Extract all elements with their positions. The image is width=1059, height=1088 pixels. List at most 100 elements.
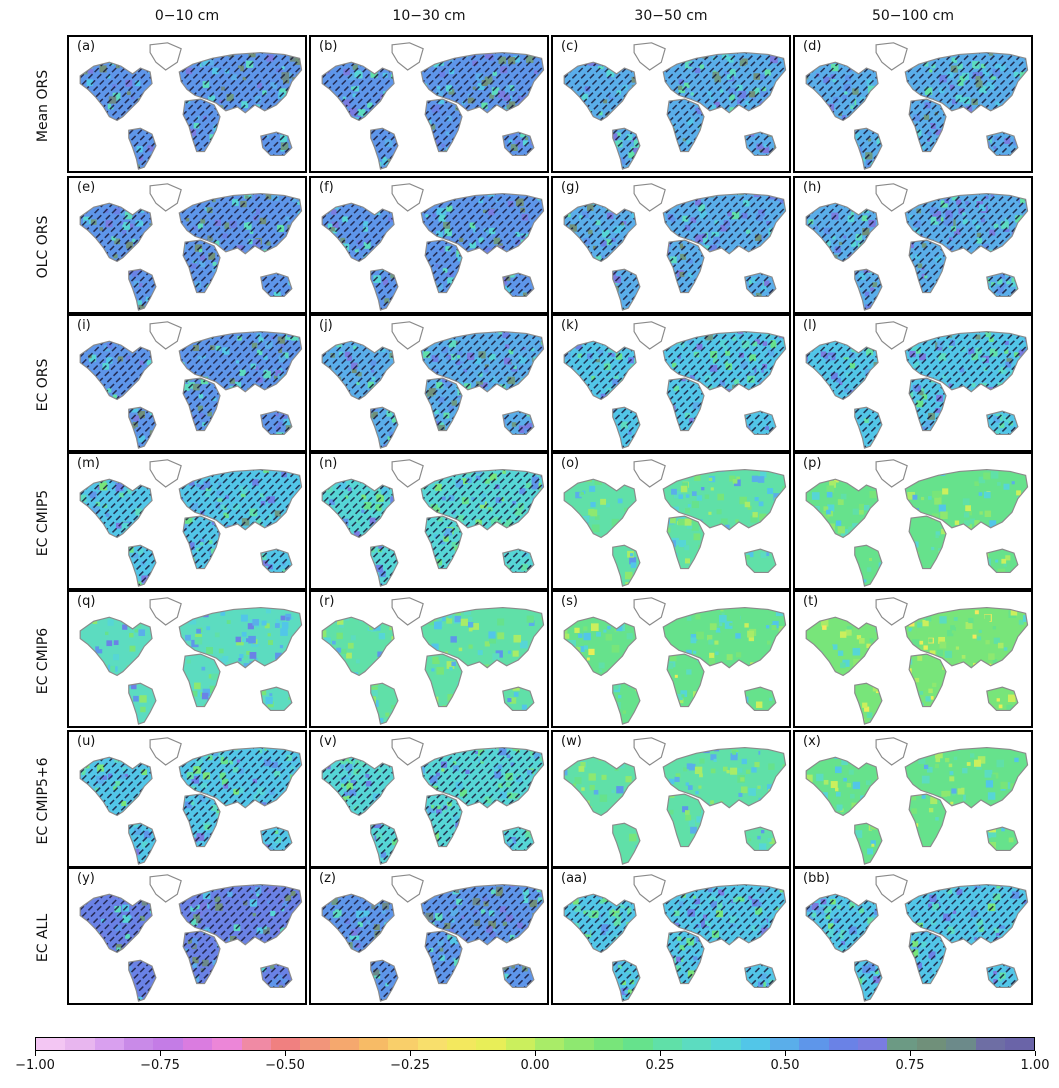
panel-label: (z) — [319, 871, 336, 886]
coastline — [662, 192, 787, 255]
coastline — [986, 826, 1019, 852]
coastline — [904, 51, 1029, 114]
greenland-outline — [391, 737, 424, 766]
coastline — [420, 883, 545, 946]
coastline — [666, 239, 705, 294]
greenland-outline — [391, 459, 424, 488]
coastline — [260, 548, 293, 574]
colorbar-segment — [505, 1038, 536, 1050]
coastline — [854, 682, 883, 725]
coastline — [612, 544, 641, 587]
coastline — [854, 822, 883, 865]
greenland-outline — [391, 42, 424, 71]
greenland-outline — [875, 597, 908, 626]
greenland-outline — [391, 597, 424, 626]
colorbar-segment — [65, 1038, 95, 1050]
map-panel: (h) — [793, 176, 1033, 314]
coastline — [182, 239, 221, 294]
column-header: 10−30 cm — [392, 8, 466, 24]
panel-label: (j) — [319, 318, 333, 333]
colorbar-tick — [785, 1051, 786, 1056]
coastline — [986, 686, 1019, 712]
coastline — [986, 548, 1019, 574]
coastline — [79, 340, 153, 401]
greenland-outline — [875, 321, 908, 350]
world-map — [563, 597, 787, 725]
row-label-text: EC CMIP5+6 — [35, 757, 51, 845]
colorbar-tick-label: −0.25 — [390, 1058, 430, 1073]
coastline — [744, 963, 777, 989]
coastline — [420, 468, 545, 531]
map-panel: (d) — [793, 35, 1033, 173]
world-map — [79, 183, 303, 311]
world-map — [563, 321, 787, 449]
row-label-text: EC CMIP6 — [35, 627, 51, 695]
colorbar-segment — [212, 1038, 242, 1050]
world-map — [321, 874, 545, 1002]
greenland-outline — [391, 874, 424, 903]
coastline — [563, 340, 637, 401]
greenland-outline — [391, 183, 424, 212]
coastline — [854, 268, 883, 311]
land-fill — [806, 607, 1028, 725]
coastline — [805, 340, 879, 401]
coastline — [424, 98, 463, 153]
map-panel: (aa) — [551, 867, 791, 1005]
land-fill — [322, 607, 544, 725]
coastline — [805, 616, 879, 677]
panel-label: (l) — [803, 318, 817, 333]
world-map — [79, 459, 303, 587]
land-fill — [322, 193, 544, 311]
map-panel: (n) — [309, 452, 549, 590]
coastline — [908, 930, 947, 985]
coastline — [178, 192, 303, 255]
colorbar-segment — [975, 1038, 1005, 1050]
panel-label: (d) — [803, 39, 822, 54]
coastline — [612, 682, 641, 725]
colorbar-segment — [447, 1038, 477, 1050]
map-panel: (i) — [67, 314, 307, 452]
coastline — [744, 410, 777, 436]
coastline — [662, 883, 787, 946]
coastline — [321, 478, 395, 539]
row-label-text: OLC ORS — [35, 215, 51, 279]
coastline — [79, 893, 153, 954]
coastline — [908, 239, 947, 294]
panel-label: (q) — [77, 594, 96, 609]
colorbar-tick-label: −0.75 — [140, 1058, 180, 1073]
coastline — [182, 377, 221, 432]
coastline — [563, 616, 637, 677]
coastline — [502, 826, 535, 852]
coastline — [502, 963, 535, 989]
colorbar-segment — [887, 1038, 917, 1050]
coastline — [662, 746, 787, 809]
colorbar-tick-label: −1.00 — [15, 1058, 55, 1073]
row-label-text: Mean ORS — [35, 69, 51, 143]
map-panel: (bb) — [793, 867, 1033, 1005]
coastline — [260, 686, 293, 712]
coastline — [744, 272, 777, 298]
world-map — [321, 183, 545, 311]
map-panel: (x) — [793, 730, 1033, 868]
coastline — [128, 682, 157, 725]
colorbar-segment — [916, 1038, 947, 1050]
land-fill — [564, 331, 786, 449]
coastline — [612, 959, 641, 1002]
colorbar-segment — [270, 1038, 301, 1050]
colorbar-segment — [241, 1038, 271, 1050]
land-fill — [80, 469, 302, 587]
panel-label: (k) — [561, 318, 579, 333]
row-label-text: EC ORS — [35, 358, 51, 412]
coastline — [420, 330, 545, 393]
land-fill — [564, 52, 786, 170]
colorbar-segment — [329, 1038, 359, 1050]
world-map — [321, 42, 545, 170]
world-map — [805, 597, 1029, 725]
coastline — [908, 793, 947, 848]
coastline — [321, 756, 395, 817]
coastline — [854, 127, 883, 170]
coastline — [854, 544, 883, 587]
world-map — [79, 597, 303, 725]
coastline — [986, 963, 1019, 989]
greenland-outline — [875, 459, 908, 488]
